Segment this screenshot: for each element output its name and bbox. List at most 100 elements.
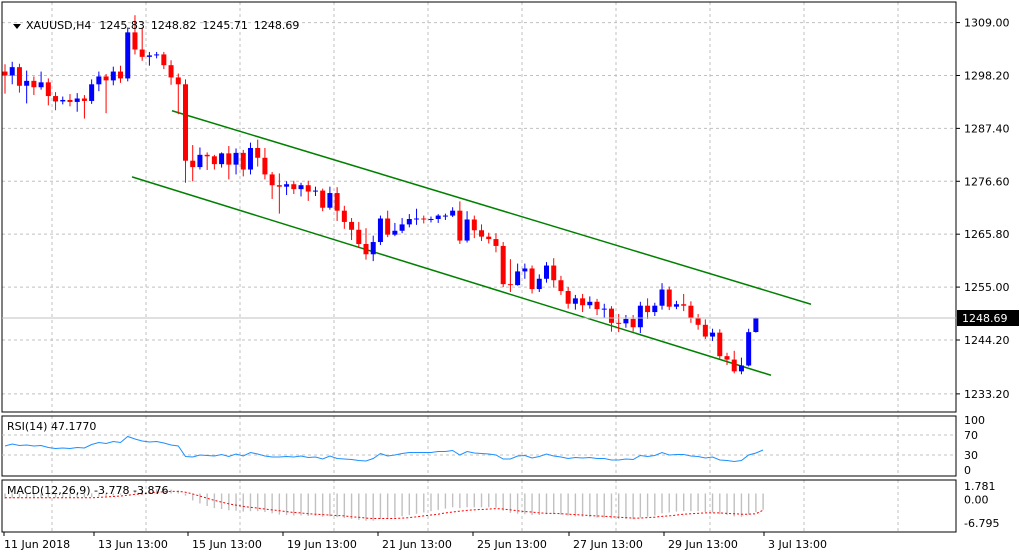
candle-body — [731, 359, 737, 372]
candle-body — [623, 318, 629, 324]
candle-body — [637, 305, 643, 328]
candle-body — [428, 219, 434, 221]
candle-body — [190, 160, 196, 168]
candle-body — [284, 184, 290, 187]
candle-body — [587, 301, 593, 306]
candle-body — [341, 210, 347, 222]
candle-body — [74, 98, 80, 102]
candle-body — [53, 96, 59, 102]
candle-body — [471, 219, 477, 231]
pane-frame — [1, 1, 957, 413]
candle-body — [139, 49, 145, 57]
channel-line-upper — [171, 110, 812, 305]
price-tick-label: 1287.40 — [964, 122, 1010, 135]
rsi-tick-label: 70 — [964, 429, 978, 442]
candle-body — [630, 318, 636, 328]
candle-body — [659, 289, 665, 306]
x-tick-label: 13 Jun 13:00 — [98, 538, 168, 551]
x-tick-label: 25 Jun 13:00 — [477, 538, 547, 551]
candle-body — [45, 82, 51, 97]
current-price-label: 1248.69 — [962, 312, 1008, 325]
candle-body — [24, 80, 30, 86]
candle-body — [695, 317, 701, 325]
candle-body — [183, 84, 188, 161]
candle-body — [334, 193, 340, 211]
x-tick-label: 15 Jun 13:00 — [192, 538, 262, 551]
dropdown-arrow-icon[interactable] — [13, 23, 21, 29]
candle-body — [96, 76, 102, 85]
candle-body — [681, 304, 687, 306]
candle-body — [522, 268, 528, 272]
rsi-title: RSI(14) 47.1770 — [7, 420, 97, 433]
price-tick-label: 1255.00 — [964, 281, 1010, 294]
candle-body — [298, 185, 304, 190]
candle-body — [435, 215, 441, 220]
candle-body — [291, 184, 297, 190]
candle-body — [233, 152, 239, 165]
candle-body — [349, 221, 355, 230]
candle-body — [536, 278, 542, 290]
candle-body — [363, 243, 369, 255]
candle-body — [421, 218, 427, 220]
candle-body — [414, 218, 420, 220]
candle-body — [710, 332, 716, 337]
candle-body — [269, 174, 275, 186]
candle-body — [666, 289, 672, 307]
x-tick-label: 27 Jun 13:00 — [573, 538, 643, 551]
candle-body — [572, 298, 578, 304]
candle-body — [399, 224, 405, 231]
candle-body — [580, 298, 586, 306]
candle-body — [161, 54, 167, 66]
candle-body — [327, 193, 333, 208]
pane-frame — [1, 479, 957, 533]
rsi-tick-label: 0 — [964, 464, 971, 477]
candle-body — [746, 332, 752, 366]
ohlc-high: 1248.82 — [150, 19, 197, 32]
x-tick-label: 19 Jun 13:00 — [287, 538, 357, 551]
candle-body — [356, 229, 362, 244]
x-tick-label: 21 Jun 13:00 — [382, 538, 452, 551]
candle-body — [219, 153, 225, 165]
candle-body — [125, 32, 131, 79]
candle-body — [197, 154, 203, 168]
candle-body — [702, 324, 708, 337]
candle-body — [2, 71, 8, 76]
candle-body — [738, 365, 744, 372]
chart-header: XAUUSD,H4 1245.83 1248.82 1245.71 1248.69 — [6, 6, 305, 32]
candle-body — [385, 218, 391, 235]
candle-body — [594, 301, 600, 310]
macd-title: MACD(12,26,9) -3.778 -3.876 — [7, 484, 169, 497]
x-tick-label: 3 Jul 13:00 — [768, 538, 827, 551]
candle-body — [168, 65, 174, 78]
candle-body — [31, 80, 37, 88]
candle-body — [515, 271, 521, 286]
candle-body — [479, 230, 485, 237]
candle-body — [262, 157, 268, 175]
ohlc-close: 1248.69 — [253, 19, 300, 32]
candle-body — [608, 308, 614, 323]
candle-body — [457, 210, 463, 241]
candle-body — [406, 219, 412, 225]
price-tick-label: 1276.60 — [964, 175, 1010, 188]
candle-body — [305, 185, 311, 192]
candle-body — [558, 280, 564, 292]
candle-body — [16, 67, 22, 86]
candle-body — [551, 265, 557, 281]
candle-body — [753, 317, 759, 333]
candle-body — [464, 219, 470, 241]
candle-body — [226, 153, 232, 165]
candle-body — [146, 55, 152, 57]
candle-body — [724, 356, 730, 360]
candle-body — [38, 82, 44, 88]
candle-body — [507, 284, 513, 286]
candle-body — [118, 71, 124, 79]
candle-body — [276, 185, 282, 187]
candle-body — [81, 98, 87, 101]
candle-body — [493, 239, 499, 246]
ohlc-low: 1245.71 — [202, 19, 248, 32]
price-tick-label: 1244.20 — [964, 334, 1010, 347]
candle-body — [67, 99, 73, 102]
candle-body — [211, 156, 217, 165]
candle-body — [565, 291, 571, 304]
